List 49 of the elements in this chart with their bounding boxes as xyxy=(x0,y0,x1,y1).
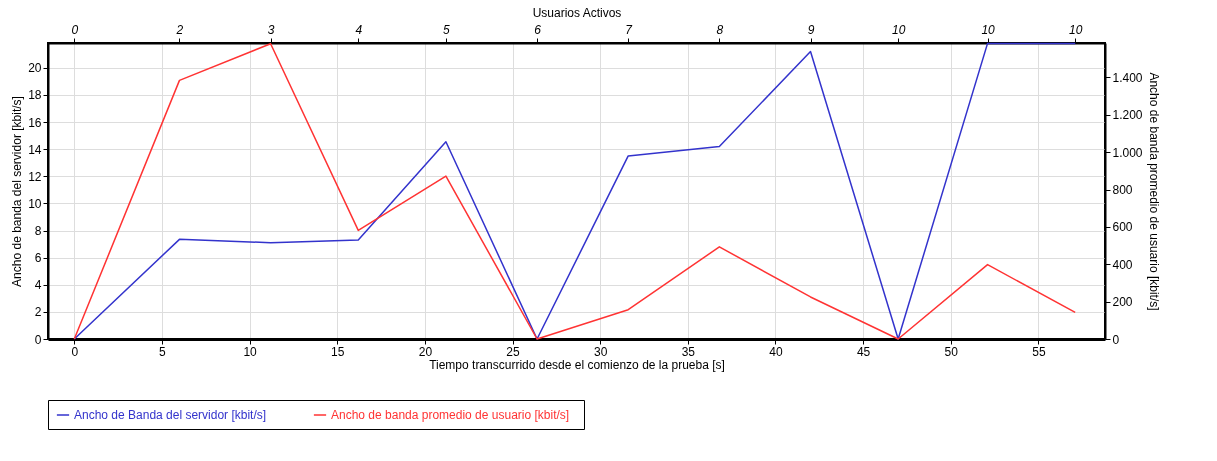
x-tick-label: 50 xyxy=(944,344,959,359)
annotation: 5 xyxy=(443,22,451,37)
x-tick-label: 0 xyxy=(71,344,79,359)
annotation: 2 xyxy=(175,22,184,37)
x-tick-label: 30 xyxy=(593,344,608,359)
annotation: 10 xyxy=(981,22,996,37)
y-tick-label: 18 xyxy=(28,88,42,103)
y2-axis-title: Ancho de banda promedio de usuario [kbit/s] xyxy=(1146,72,1161,311)
x-tick-label: 5 xyxy=(159,344,167,359)
y2-tick-label: 200 xyxy=(1112,295,1133,310)
y-tick-label: 0 xyxy=(34,332,42,347)
y-tick-label: 6 xyxy=(34,251,42,266)
annotation: 3 xyxy=(267,22,275,37)
annotation: 0 xyxy=(71,22,79,37)
y2-tick-label: 0 xyxy=(1112,332,1120,347)
x-tick-label: 25 xyxy=(506,344,521,359)
legend-label: Ancho de banda promedio de usuario [kbit/s] xyxy=(331,408,570,422)
y2-tick-label: 400 xyxy=(1112,257,1133,272)
y-axis-title: Ancho de banda del servidor [kbit/s] xyxy=(10,96,25,287)
y-tick-label: 14 xyxy=(28,142,42,157)
y2-tick-label: 1.000 xyxy=(1112,145,1143,160)
y2-tick-label: 1.200 xyxy=(1112,108,1143,123)
x-tick-label: 45 xyxy=(856,344,871,359)
y2-tick-label: 800 xyxy=(1112,183,1133,198)
y-tick-label: 16 xyxy=(28,115,42,130)
y-tick-label: 2 xyxy=(34,305,42,320)
legend-label: Ancho de Banda del servidor [kbit/s] xyxy=(74,408,267,422)
y-tick-label: 20 xyxy=(28,61,42,76)
y-tick-label: 8 xyxy=(34,224,42,239)
x-tick-label: 35 xyxy=(681,344,696,359)
y-tick-label: 12 xyxy=(28,169,42,184)
y2-tick-label: 1.400 xyxy=(1112,70,1143,85)
x-tick-label: 20 xyxy=(418,344,433,359)
x2-axis-title: Usuarios Activos xyxy=(532,5,622,20)
annotation: 7 xyxy=(625,22,634,37)
annotation: 10 xyxy=(891,22,906,37)
annotation: 9 xyxy=(807,22,815,37)
annotation: 10 xyxy=(1069,22,1083,37)
annotation: 6 xyxy=(534,22,542,37)
x-tick-label: 40 xyxy=(769,344,783,359)
x-axis-title: Tiempo transcurrido desde el comienzo de la prueba [s] xyxy=(429,357,725,372)
x-tick-label: 15 xyxy=(331,344,345,359)
annotation: 8 xyxy=(716,22,724,37)
annotation: 4 xyxy=(355,22,363,37)
y-tick-label: 4 xyxy=(34,278,42,293)
y2-tick-label: 600 xyxy=(1112,220,1133,235)
x-tick-label: 55 xyxy=(1032,344,1046,359)
y-tick-label: 10 xyxy=(28,196,42,211)
x-tick-label: 10 xyxy=(243,344,258,359)
